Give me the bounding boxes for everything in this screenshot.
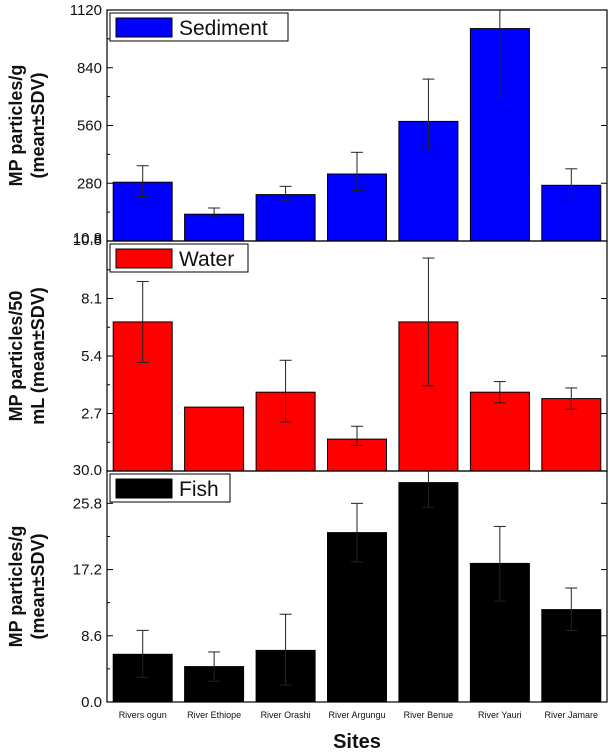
panel-plot-area <box>112 10 602 241</box>
legend-label: Water <box>179 248 234 271</box>
error-bar-fish-4 <box>351 502 363 563</box>
y-tick-label: 10.8 <box>73 232 102 249</box>
error-bar-fish-5 <box>422 471 435 508</box>
error-bar-sediment-6 <box>493 10 506 99</box>
y-tick-label: 840 <box>77 60 102 77</box>
bar-water-7 <box>541 398 602 471</box>
y-axis-label-line-2: (mean±SDV) <box>28 73 48 179</box>
y-tick-label: 10.8 <box>73 230 102 247</box>
bar-fish-5 <box>398 482 459 702</box>
x-axis-label: Sites <box>333 731 381 753</box>
panel-plot-area <box>112 257 602 471</box>
x-tick-label: River Yauri <box>478 710 522 720</box>
legend-swatch <box>115 248 173 269</box>
y-tick-label: 8.1 <box>81 291 102 308</box>
y-axis-label-line-1: MP particles/g <box>6 526 26 648</box>
bar-sediment-3 <box>255 194 316 241</box>
y-axis-label-line-1: MP particles/g <box>6 65 26 187</box>
error-bar-fish-6 <box>493 525 506 602</box>
error-bar-sediment-7 <box>565 168 578 199</box>
error-bar-fish-1 <box>136 629 149 678</box>
panel-fish: 25.8 17.2 8.6 0.0 Fish MP particles/g (mean±SD… <box>6 470 608 753</box>
y-tick-label: 560 <box>77 118 102 135</box>
error-bar-water-5 <box>422 257 435 387</box>
error-bar-fish-2 <box>208 651 221 682</box>
y-tick-label: 25.8 <box>73 495 102 512</box>
legend-fish: Fish <box>109 473 231 503</box>
panel-sediment: 1120 840 560 280 10.8 Sediment MP particles/g(… <box>6 2 608 249</box>
error-bar-water-1 <box>136 280 149 363</box>
bar-water-2 <box>184 406 245 471</box>
x-tick-label: River Jamare <box>545 710 599 720</box>
y-axis-label-line-2: mL (mean±SDV) <box>28 287 48 425</box>
x-tick-label: River Argungu <box>328 710 385 720</box>
y-tick-label: 8.6 <box>81 628 102 645</box>
legend-label: Fish <box>179 478 219 501</box>
legend-sediment: Sediment <box>109 12 289 42</box>
error-bar-sediment-4 <box>351 151 363 191</box>
error-bar-sediment-5 <box>422 78 435 150</box>
bar-sediment-2 <box>184 213 245 241</box>
legend-swatch <box>115 17 173 38</box>
error-bar-sediment-3 <box>279 185 292 202</box>
error-bar-sediment-1 <box>136 165 149 198</box>
legend-water: Water <box>109 243 249 273</box>
error-bar-fish-3 <box>279 613 292 686</box>
y-tick-label: 2.7 <box>81 406 102 423</box>
x-tick-label: River Orashi <box>261 710 311 720</box>
error-bar-sediment-2 <box>208 207 221 218</box>
y-axis-label-line-2: (mean±SDV) <box>28 534 48 640</box>
y-tick-label: 5.4 <box>81 348 102 365</box>
bar-water-6 <box>469 391 530 471</box>
error-bar-water-3 <box>279 359 292 423</box>
error-bar-water-7 <box>565 387 578 410</box>
x-tick-label: Rivers ogun <box>119 710 167 720</box>
y-tick-label: 0.0 <box>81 694 102 711</box>
error-bar-water-6 <box>493 381 506 404</box>
legend-label: Sediment <box>179 17 268 40</box>
y-tick-label: 280 <box>77 175 102 192</box>
y-tick-label: 30.0 <box>73 462 102 479</box>
panel-plot-area <box>112 471 602 702</box>
panel-water: 10.8 8.1 5.4 2.7 30.0 Water MP particles/50 mL … <box>6 230 608 479</box>
x-tick-label: River Benue <box>404 710 454 720</box>
y-tick-label: 17.2 <box>73 562 102 579</box>
y-axis-label-line-1: MP particles/50 <box>6 291 26 422</box>
error-bar-fish-7 <box>565 587 578 631</box>
x-tick-label: River Ethiope <box>187 710 241 720</box>
legend-swatch <box>115 478 173 499</box>
y-tick-label: 1120 <box>70 2 102 19</box>
error-bar-water-4 <box>351 425 363 446</box>
